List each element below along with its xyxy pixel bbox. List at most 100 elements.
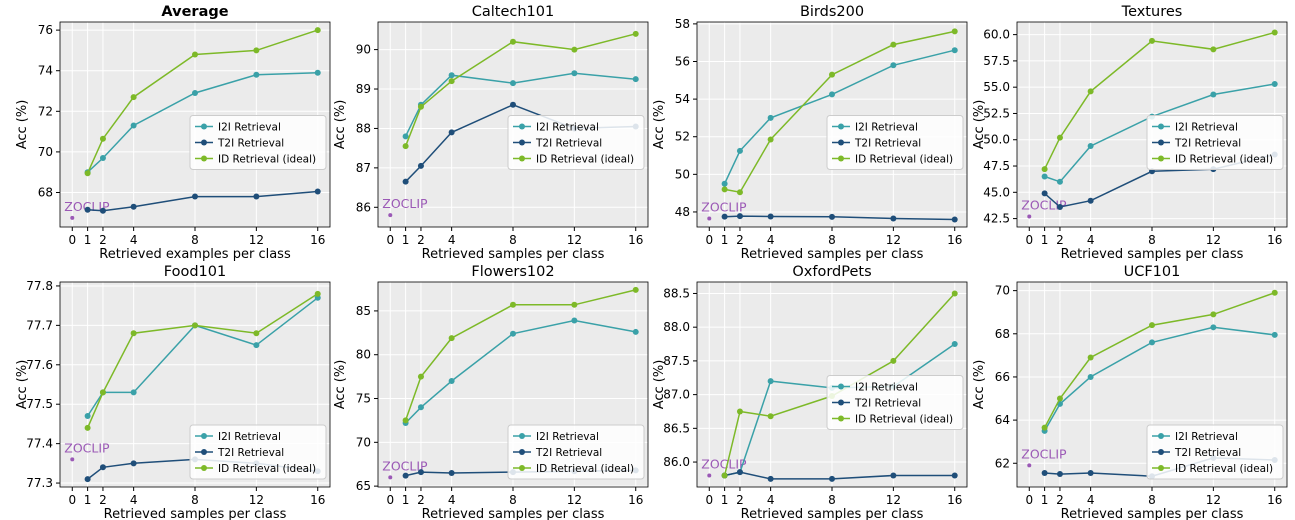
data-point [632, 286, 639, 293]
data-point [1056, 471, 1063, 478]
y-tick-label: 77.6 [26, 358, 53, 372]
legend-box [189, 424, 327, 480]
zoclip-label: ZOCLIP [382, 196, 428, 211]
data-point [448, 469, 455, 476]
data-point [253, 47, 260, 54]
legend-swatch-marker [201, 433, 207, 439]
data-point [951, 341, 958, 348]
y-tick-label: 50 [675, 167, 690, 181]
legend-label: ID Retrieval (ideal) [855, 154, 953, 166]
zoclip-label: ZOCLIP [701, 200, 747, 215]
y-tick-label: 57.5 [983, 54, 1010, 68]
data-point [736, 408, 743, 415]
data-point [1041, 173, 1048, 180]
chart-title: OxfordPets [792, 264, 871, 280]
legend: I2I Retrieval T2I Retrieval ID Retrieval (… [1146, 424, 1284, 480]
x-tick-label: 12 [886, 233, 901, 247]
data-point [448, 335, 455, 342]
legend-label: ID Retrieval (ideal) [1175, 463, 1273, 475]
data-point [84, 413, 91, 420]
y-tick-label: 80 [356, 348, 371, 362]
data-point [253, 330, 260, 337]
y-axis-label: Acc (%) [972, 360, 987, 410]
data-point [130, 460, 137, 467]
y-tick-label: 86.5 [663, 421, 690, 435]
legend: I2I Retrieval T2I Retrieval ID Retrieval (… [826, 375, 964, 430]
x-tick-label: 1 [84, 493, 92, 507]
y-axis-label: Acc (%) [652, 100, 667, 150]
data-point [192, 51, 198, 58]
data-point [1149, 37, 1155, 44]
x-tick-label: 2 [99, 233, 107, 247]
data-point [1271, 331, 1278, 338]
data-point [99, 207, 106, 214]
data-point [1271, 29, 1278, 36]
y-tick-label: 86.0 [663, 455, 690, 469]
series-line [1043, 31, 1275, 170]
data-point [417, 469, 424, 476]
y-tick-label: 50.0 [983, 133, 1010, 147]
x-tick-label: 16 [1267, 233, 1282, 247]
y-tick-label: 77.5 [26, 397, 53, 411]
data-point [632, 328, 639, 335]
data-point [721, 213, 728, 220]
legend-label: I2I Retrieval [1175, 431, 1238, 443]
x-tick-label: 8 [509, 493, 517, 507]
legend: I2I Retrieval T2I Retrieval ID Retrieval (… [507, 115, 645, 170]
data-point [253, 342, 260, 349]
data-point [1210, 91, 1217, 98]
x-tick-label: 1 [1041, 493, 1049, 507]
y-tick-label: 64 [995, 413, 1010, 427]
series-line [1043, 326, 1275, 432]
legend-swatch-marker [1158, 465, 1164, 471]
chart-title: Food101 [164, 264, 226, 280]
series-line [404, 72, 636, 137]
data-point [632, 76, 639, 83]
series-line [86, 297, 319, 417]
data-point [767, 475, 774, 482]
x-tick-label: 16 [947, 233, 962, 247]
y-tick-label: 77.4 [26, 437, 53, 451]
data-point [767, 213, 774, 220]
legend-swatch-marker [201, 123, 207, 130]
zoclip-label: ZOCLIP [1021, 197, 1067, 212]
legend-label: T2I Retrieval [535, 447, 602, 459]
x-tick-label: 4 [448, 493, 456, 507]
data-point [192, 322, 198, 329]
legend-swatch-marker [519, 155, 525, 162]
data-point [1210, 311, 1217, 318]
y-tick-label: 74 [38, 64, 53, 78]
legend-swatch-marker [201, 465, 207, 471]
chart-title: Average [161, 4, 228, 20]
y-tick-label: 85 [356, 304, 371, 318]
x-tick-label: 1 [402, 233, 410, 247]
data-point [571, 301, 578, 308]
legend-swatch-marker [519, 139, 525, 146]
legend-swatch-marker [838, 155, 844, 162]
data-point [1087, 197, 1094, 204]
y-tick-label: 62 [995, 456, 1010, 470]
legend-label: T2I Retrieval [1174, 138, 1241, 150]
x-tick-label: 12 [886, 493, 901, 507]
data-point [402, 133, 409, 140]
legend-label: T2I Retrieval [854, 398, 921, 410]
x-tick-label: 2 [1056, 233, 1064, 247]
legend-label: T2I Retrieval [854, 138, 921, 150]
legend-swatch-marker [201, 139, 207, 146]
x-tick-label: 8 [828, 493, 836, 507]
data-point [510, 80, 516, 87]
x-tick-label: 12 [249, 233, 264, 247]
chart-title: Flowers102 [471, 264, 554, 280]
y-axis-label: Acc (%) [333, 360, 348, 410]
data-point [510, 38, 516, 45]
y-tick-label: 87.5 [663, 354, 690, 368]
data-point [829, 475, 835, 482]
legend-label: T2I Retrieval [535, 138, 602, 150]
y-tick-label: 68 [38, 185, 53, 199]
chart-title: Caltech101 [472, 4, 554, 20]
data-point [253, 71, 260, 78]
data-point [192, 90, 198, 97]
legend-label: I2I Retrieval [218, 122, 281, 134]
